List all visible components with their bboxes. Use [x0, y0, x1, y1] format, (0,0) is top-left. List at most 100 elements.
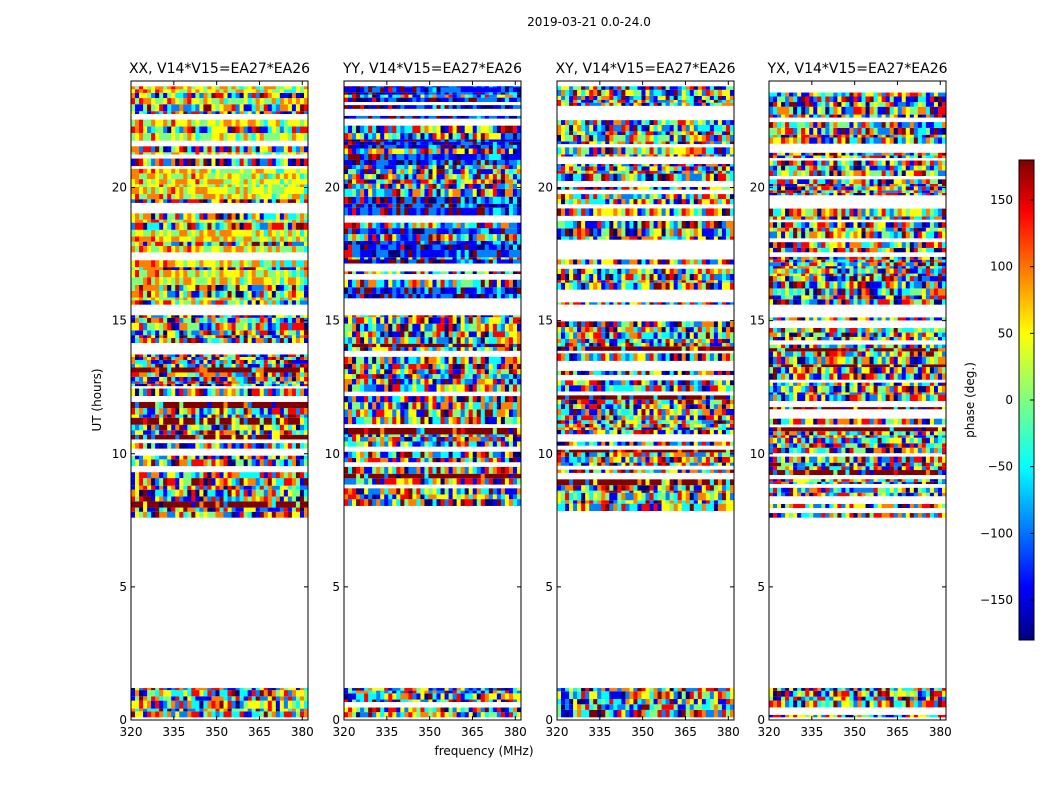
heatmap-cell: [207, 168, 212, 174]
heatmap-cell: [155, 408, 160, 415]
heatmap-cell: [299, 511, 305, 518]
heatmap-cell: [283, 158, 289, 167]
heatmap-cell: [344, 693, 349, 700]
heatmap-cell: [488, 363, 494, 370]
heatmap-cell: [151, 501, 156, 508]
heatmap-cell: [171, 511, 176, 518]
heatmap-cell: [271, 485, 277, 490]
heatmap-cell: [492, 478, 498, 485]
heatmap-cell: [271, 184, 277, 187]
heatmap-cell: [159, 213, 164, 220]
heatmap-cell: [223, 507, 228, 512]
heatmap-cell: [396, 690, 401, 694]
heatmap-cell: [448, 473, 454, 479]
heatmap-cell: [444, 441, 449, 447]
heatmap-cell: [492, 409, 498, 417]
heatmap-cell: [163, 267, 168, 270]
heatmap-cell: [247, 86, 253, 90]
heatmap-cell: [424, 331, 429, 338]
heatmap-cell: [508, 466, 514, 474]
heatmap-cell: [179, 383, 184, 387]
heatmap-cell: [271, 688, 277, 691]
heatmap-cell: [131, 485, 136, 490]
heatmap-cell: [392, 369, 397, 375]
heatmap-cell: [299, 478, 305, 486]
heatmap-cell: [143, 222, 148, 230]
heatmap-cell: [215, 507, 220, 512]
heatmap-cell: [251, 708, 257, 712]
heatmap-cell: [404, 374, 409, 379]
heatmap-cell: [147, 501, 152, 508]
heatmap-cell: [356, 712, 361, 718]
heatmap-cell: [452, 337, 458, 344]
heatmap-cell: [360, 402, 365, 410]
heatmap-cell: [227, 126, 232, 134]
heatmap-cell: [235, 507, 241, 512]
heatmap-cell: [143, 443, 148, 449]
heatmap-cell: [211, 277, 216, 285]
heatmap-cell: [364, 279, 369, 288]
heatmap-cell: [155, 356, 160, 360]
heatmap-cell: [195, 300, 200, 305]
heatmap-cell: [187, 459, 192, 467]
heatmap-cell: [199, 173, 204, 180]
heatmap-cell: [247, 89, 253, 93]
heatmap-cell: [259, 297, 265, 301]
heatmap-cell: [512, 457, 518, 463]
heatmap-cell: [227, 119, 232, 127]
heatmap-cell: [488, 478, 494, 485]
heatmap-cell: [299, 86, 305, 90]
heatmap-cell: [147, 269, 152, 278]
heatmap-cell: [155, 179, 160, 185]
heatmap-cell: [151, 158, 156, 167]
heatmap-cell: [243, 236, 249, 242]
heatmap-cell: [492, 363, 498, 370]
heatmap-cell: [243, 219, 249, 223]
heatmap-cell: [155, 700, 160, 709]
heatmap-cell: [183, 459, 188, 467]
heatmap-cell: [283, 417, 289, 425]
heatmap-cell: [440, 409, 445, 417]
heatmap-cell: [151, 430, 156, 435]
heatmap-cell: [223, 696, 228, 701]
heatmap-cell: [416, 374, 421, 379]
heatmap-cell: [255, 478, 261, 486]
heatmap-cell: [452, 478, 458, 485]
heatmap-cell: [271, 126, 277, 134]
heatmap-cell: [239, 472, 245, 479]
heatmap-cell: [279, 284, 285, 291]
heatmap-cell: [436, 488, 441, 495]
heatmap-cell: [171, 489, 176, 497]
heatmap-cell: [492, 369, 498, 375]
heatmap-cell: [231, 213, 236, 220]
heatmap-cell: [139, 690, 144, 697]
heatmap-cell: [207, 158, 212, 167]
heatmap-cell: [227, 297, 232, 301]
heatmap-cell: [267, 434, 273, 440]
heatmap-cell: [231, 104, 236, 112]
heatmap-cell: [143, 267, 148, 270]
heatmap-cell: [464, 699, 470, 703]
heatmap-cell: [464, 374, 470, 379]
heatmap-cell: [344, 343, 349, 348]
heatmap-cell: [472, 441, 478, 447]
heatmap-cell: [432, 478, 437, 485]
heatmap-cell: [227, 168, 232, 174]
heatmap-cell: [251, 401, 257, 409]
heatmap-cell: [231, 322, 236, 331]
heatmap-cell: [283, 179, 289, 185]
heatmap-cell: [247, 269, 253, 278]
heatmap-cell: [404, 343, 409, 348]
heatmap-cell: [215, 133, 220, 141]
heatmap-cell: [448, 427, 454, 435]
heatmap-cell: [231, 459, 236, 467]
heatmap-cell: [512, 488, 518, 495]
heatmap-cell: [348, 374, 353, 379]
heatmap-cell: [452, 378, 458, 385]
heatmap-cell: [295, 414, 301, 418]
heatmap-cell: [436, 688, 441, 691]
heatmap-cell: [396, 494, 401, 500]
heatmap-cell: [191, 168, 196, 174]
heatmap-cell: [291, 317, 297, 323]
